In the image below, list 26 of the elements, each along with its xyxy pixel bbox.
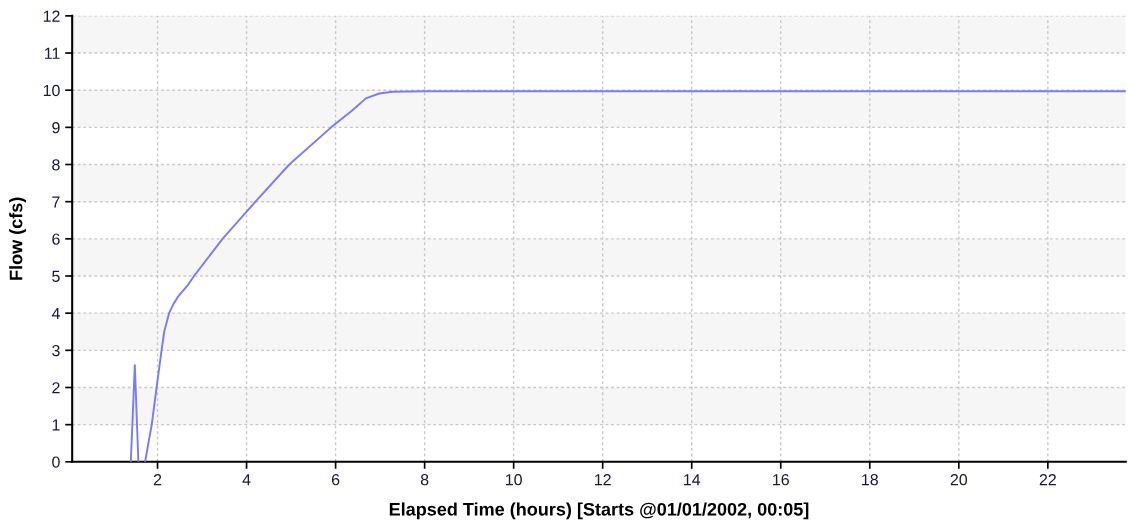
y-tick-label: 1 [52, 419, 60, 431]
x-tick-label: 2 [153, 474, 162, 486]
x-tick-label: 6 [331, 474, 340, 486]
x-tick-label: 10 [505, 474, 522, 486]
y-tick-label: 7 [52, 196, 60, 208]
y-tick-label: 3 [52, 344, 60, 357]
y-tick-label: 11 [45, 47, 60, 59]
x-tick-label: 20 [950, 474, 968, 486]
x-tick-label: 22 [1039, 474, 1056, 486]
x-tick-label: 8 [420, 474, 429, 486]
x-tick-label: 4 [242, 474, 251, 486]
y-tick-label: 8 [52, 159, 60, 171]
y-tick-label: 0 [52, 456, 60, 468]
x-tick-label: 16 [773, 474, 789, 486]
y-tick-label: 5 [52, 270, 60, 282]
x-tick-label: 12 [595, 474, 611, 486]
y-axis-title: Flow (cfs) [9, 197, 26, 280]
y-tick-label: 4 [51, 307, 60, 319]
y-tick-label: 10 [43, 84, 60, 97]
x-tick-label: 18 [862, 474, 878, 486]
y-tick-label: 9 [52, 121, 60, 134]
y-tick-label: 2 [52, 382, 60, 394]
y-tick-label: 12 [43, 10, 60, 22]
y-tick-label: 6 [52, 233, 60, 245]
x-axis-title: Elapsed Time (hours) [Starts @01/01/2002, 00:05] [389, 502, 809, 520]
x-tick-label: 14 [684, 474, 701, 486]
